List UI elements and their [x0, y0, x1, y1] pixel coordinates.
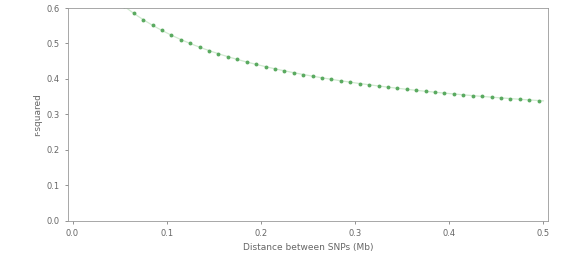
Y-axis label: r-squared: r-squared	[33, 93, 42, 136]
X-axis label: Distance between SNPs (Mb): Distance between SNPs (Mb)	[243, 243, 373, 253]
